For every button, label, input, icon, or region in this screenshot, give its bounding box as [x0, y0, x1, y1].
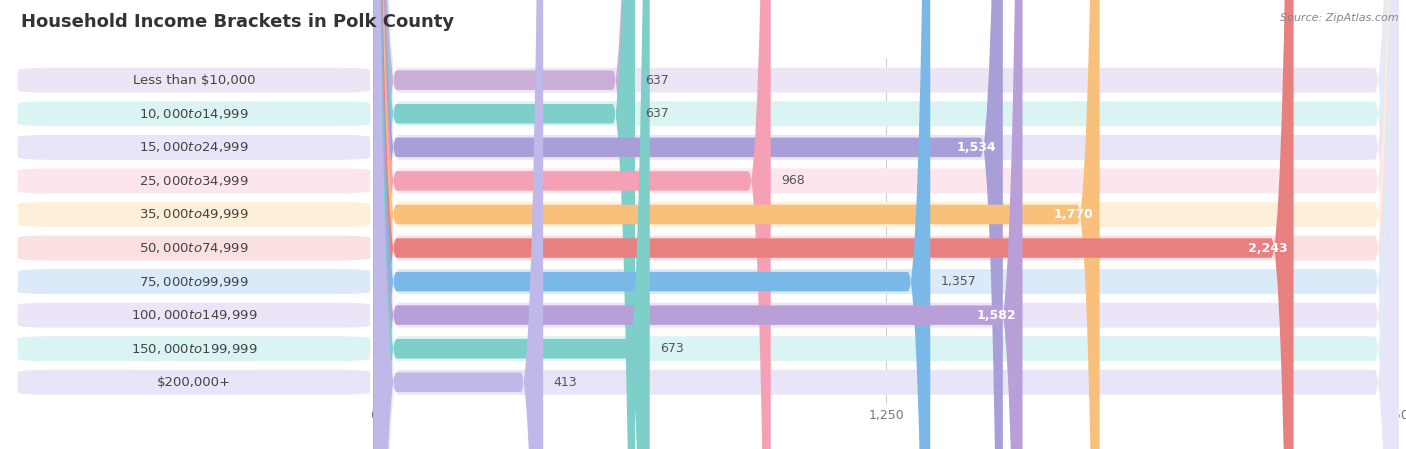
- FancyBboxPatch shape: [374, 0, 636, 449]
- Text: 2,243: 2,243: [1247, 242, 1288, 255]
- Text: 637: 637: [645, 74, 669, 87]
- FancyBboxPatch shape: [374, 0, 636, 449]
- FancyBboxPatch shape: [374, 0, 1099, 449]
- FancyBboxPatch shape: [374, 0, 1399, 449]
- FancyBboxPatch shape: [18, 269, 370, 294]
- FancyBboxPatch shape: [374, 0, 1022, 449]
- FancyBboxPatch shape: [18, 135, 370, 160]
- FancyBboxPatch shape: [374, 0, 1399, 449]
- Text: 968: 968: [780, 174, 804, 187]
- Text: $50,000 to $74,999: $50,000 to $74,999: [139, 241, 249, 255]
- FancyBboxPatch shape: [374, 0, 1002, 449]
- Text: $200,000+: $200,000+: [157, 376, 231, 389]
- FancyBboxPatch shape: [374, 0, 1399, 449]
- FancyBboxPatch shape: [374, 0, 1399, 449]
- FancyBboxPatch shape: [18, 168, 370, 194]
- FancyBboxPatch shape: [374, 0, 543, 449]
- Text: 1,770: 1,770: [1053, 208, 1094, 221]
- FancyBboxPatch shape: [374, 0, 1399, 449]
- Text: $35,000 to $49,999: $35,000 to $49,999: [139, 207, 249, 221]
- FancyBboxPatch shape: [18, 336, 370, 361]
- FancyBboxPatch shape: [374, 0, 1399, 449]
- FancyBboxPatch shape: [374, 0, 1399, 449]
- Text: Household Income Brackets in Polk County: Household Income Brackets in Polk County: [21, 13, 454, 31]
- FancyBboxPatch shape: [374, 0, 1294, 449]
- FancyBboxPatch shape: [18, 236, 370, 260]
- FancyBboxPatch shape: [374, 0, 1399, 449]
- FancyBboxPatch shape: [18, 68, 370, 92]
- Text: $25,000 to $34,999: $25,000 to $34,999: [139, 174, 249, 188]
- Text: $15,000 to $24,999: $15,000 to $24,999: [139, 141, 249, 154]
- FancyBboxPatch shape: [18, 202, 370, 227]
- Text: Less than $10,000: Less than $10,000: [132, 74, 254, 87]
- FancyBboxPatch shape: [18, 303, 370, 328]
- FancyBboxPatch shape: [18, 370, 370, 395]
- Text: 1,582: 1,582: [977, 308, 1017, 321]
- Text: 637: 637: [645, 107, 669, 120]
- Text: $150,000 to $199,999: $150,000 to $199,999: [131, 342, 257, 356]
- FancyBboxPatch shape: [374, 0, 770, 449]
- FancyBboxPatch shape: [374, 0, 1399, 449]
- FancyBboxPatch shape: [374, 0, 931, 449]
- FancyBboxPatch shape: [374, 0, 650, 449]
- Text: $75,000 to $99,999: $75,000 to $99,999: [139, 275, 249, 289]
- Text: 1,534: 1,534: [957, 141, 997, 154]
- Text: 1,357: 1,357: [941, 275, 976, 288]
- FancyBboxPatch shape: [18, 101, 370, 126]
- Text: 673: 673: [659, 342, 683, 355]
- Text: $10,000 to $14,999: $10,000 to $14,999: [139, 107, 249, 121]
- Text: 413: 413: [554, 376, 576, 389]
- FancyBboxPatch shape: [374, 0, 1399, 449]
- Text: Source: ZipAtlas.com: Source: ZipAtlas.com: [1281, 13, 1399, 23]
- Text: $100,000 to $149,999: $100,000 to $149,999: [131, 308, 257, 322]
